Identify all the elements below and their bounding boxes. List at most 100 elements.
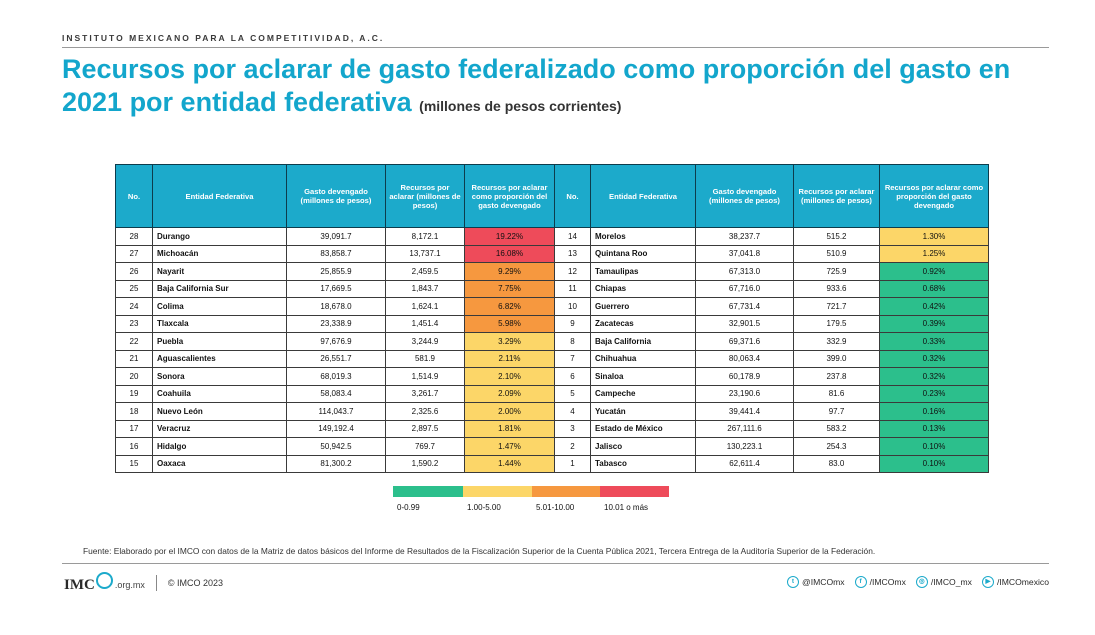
cell-gasto: 80,063.4 (695, 349, 794, 368)
cell-proporcion: 1.81% (464, 419, 555, 438)
cell-no: 27 (115, 244, 153, 263)
cell-gasto: 114,043.7 (286, 402, 386, 421)
cell-gasto: 81,300.2 (286, 454, 386, 473)
cell-recursos: 254.3 (793, 437, 880, 456)
cell-proporcion: 0.10% (879, 437, 989, 456)
cell-entidad: Nuevo León (152, 402, 287, 421)
cell-no: 26 (115, 262, 153, 281)
cell-entidad: Sonora (152, 367, 287, 386)
table-row: 20 Sonora 68,019.3 1,514.9 2.10% 6 Sinaloa 60,1… (115, 367, 989, 386)
facebook-icon: f (854, 576, 867, 588)
cell-gasto: 32,901.5 (695, 314, 794, 333)
cell-recursos: 83.0 (793, 454, 880, 473)
cell-no: 5 (554, 384, 591, 403)
cell-gasto: 38,237.7 (695, 227, 794, 246)
cell-proporcion: 1.25% (879, 244, 989, 263)
cell-no: 18 (115, 402, 153, 421)
cell-no: 23 (115, 314, 153, 333)
cell-recursos: 399.0 (793, 349, 880, 368)
cell-no: 22 (115, 332, 153, 351)
cell-proporcion: 6.82% (464, 297, 555, 316)
table-row: 24 Colima 18,678.0 1,624.1 6.82% 10 Guerrero 67… (115, 297, 989, 316)
table-row: 21 Aguascalientes 26,551.7 581.9 2.11% 7 Chihu… (115, 349, 989, 368)
cell-entidad: Morelos (590, 227, 696, 246)
cell-entidad: Aguascalientes (152, 349, 287, 368)
cell-entidad: Chihuahua (590, 349, 696, 368)
cell-gasto: 39,441.4 (695, 402, 794, 421)
cell-proporcion: 16.08% (464, 244, 555, 263)
logo-ring-icon (95, 572, 113, 589)
cell-proporcion: 3.29% (464, 332, 555, 351)
cell-no: 3 (554, 419, 591, 438)
twitter-icon: t (786, 576, 799, 588)
cell-gasto: 25,855.9 (286, 262, 386, 281)
bottom-divider (62, 563, 1049, 564)
table-row: 19 Coahuila 58,083.4 3,261.7 2.09% 5 Campeche 2… (115, 384, 989, 403)
cell-entidad: Campeche (590, 384, 696, 403)
cell-entidad: Zacatecas (590, 314, 696, 333)
social-links: t @IMCOmx f /IMCOmx ◎ /IMCO_mx ▶ /IMCOme… (786, 576, 1049, 588)
logo-domain[interactable]: .org.mx (114, 580, 145, 590)
cell-entidad: Hidalgo (152, 437, 287, 456)
cell-proporcion: 0.13% (879, 419, 989, 438)
cell-entidad: Baja California (590, 332, 696, 351)
cell-proporcion: 1.44% (464, 454, 555, 473)
legend-swatch-green (393, 486, 463, 497)
cell-proporcion: 0.10% (879, 454, 989, 473)
cell-gasto: 130,223.1 (695, 437, 794, 456)
cell-gasto: 67,716.0 (695, 279, 794, 298)
cell-no: 15 (115, 454, 153, 473)
cell-no: 9 (554, 314, 591, 333)
cell-recursos: 581.9 (385, 349, 465, 368)
cell-no: 21 (115, 349, 153, 368)
org-name: INSTITUTO MEXICANO PARA LA COMPETITIVIDA… (62, 33, 385, 43)
top-divider (62, 47, 1049, 48)
cell-gasto: 39,091.7 (286, 227, 386, 246)
page-title: Recursos por aclarar de gasto federaliza… (62, 53, 1052, 123)
cell-no: 11 (554, 279, 591, 298)
social-youtube[interactable]: ▶ /IMCOmexico (981, 576, 1049, 588)
cell-gasto: 69,371.6 (695, 332, 794, 351)
cell-recursos: 332.9 (793, 332, 880, 351)
cell-entidad: Yucatán (590, 402, 696, 421)
cell-recursos: 721.7 (793, 297, 880, 316)
cell-no: 1 (554, 454, 591, 473)
cell-no: 20 (115, 367, 153, 386)
cell-entidad: Tabasco (590, 454, 696, 473)
cell-entidad: Estado de México (590, 419, 696, 438)
legend-label-green: 0-0.99 (397, 503, 420, 512)
cell-gasto: 83,858.7 (286, 244, 386, 263)
social-facebook[interactable]: f /IMCOmx (854, 576, 906, 588)
social-twitter[interactable]: t @IMCOmx (786, 576, 845, 588)
instagram-icon: ◎ (915, 576, 928, 588)
cell-proporcion: 0.68% (879, 279, 989, 298)
cell-gasto: 58,083.4 (286, 384, 386, 403)
header-no: No. (115, 164, 153, 228)
cell-recursos: 2,459.5 (385, 262, 465, 281)
cell-proporcion: 7.75% (464, 279, 555, 298)
legend-swatch-yellow (463, 486, 532, 497)
cell-entidad: Quintana Roo (590, 244, 696, 263)
header-proporcion: Recursos por aclarar como proporción del… (879, 164, 989, 228)
table-row: 22 Puebla 97,676.9 3,244.9 3.29% 8 Baja Califo… (115, 332, 989, 351)
header-recursos: Recursos por aclarar (millones de pesos) (385, 164, 465, 228)
cell-recursos: 237.8 (793, 367, 880, 386)
cell-no: 14 (554, 227, 591, 246)
cell-proporcion: 0.32% (879, 349, 989, 368)
cell-proporcion: 2.09% (464, 384, 555, 403)
title-subtitle: (millones de pesos corrientes) (419, 98, 622, 114)
imco-logo[interactable]: IMC (64, 572, 114, 594)
cell-proporcion: 0.32% (879, 367, 989, 386)
cell-proporcion: 0.42% (879, 297, 989, 316)
title-main: Recursos por aclarar de gasto federaliza… (62, 54, 1011, 117)
cell-entidad: Tlaxcala (152, 314, 287, 333)
cell-entidad: Coahuila (152, 384, 287, 403)
cell-proporcion: 2.00% (464, 402, 555, 421)
cell-no: 8 (554, 332, 591, 351)
cell-recursos: 933.6 (793, 279, 880, 298)
cell-gasto: 149,192.4 (286, 419, 386, 438)
cell-gasto: 23,338.9 (286, 314, 386, 333)
cell-recursos: 8,172.1 (385, 227, 465, 246)
cell-entidad: Colima (152, 297, 287, 316)
social-instagram[interactable]: ◎ /IMCO_mx (915, 576, 972, 588)
